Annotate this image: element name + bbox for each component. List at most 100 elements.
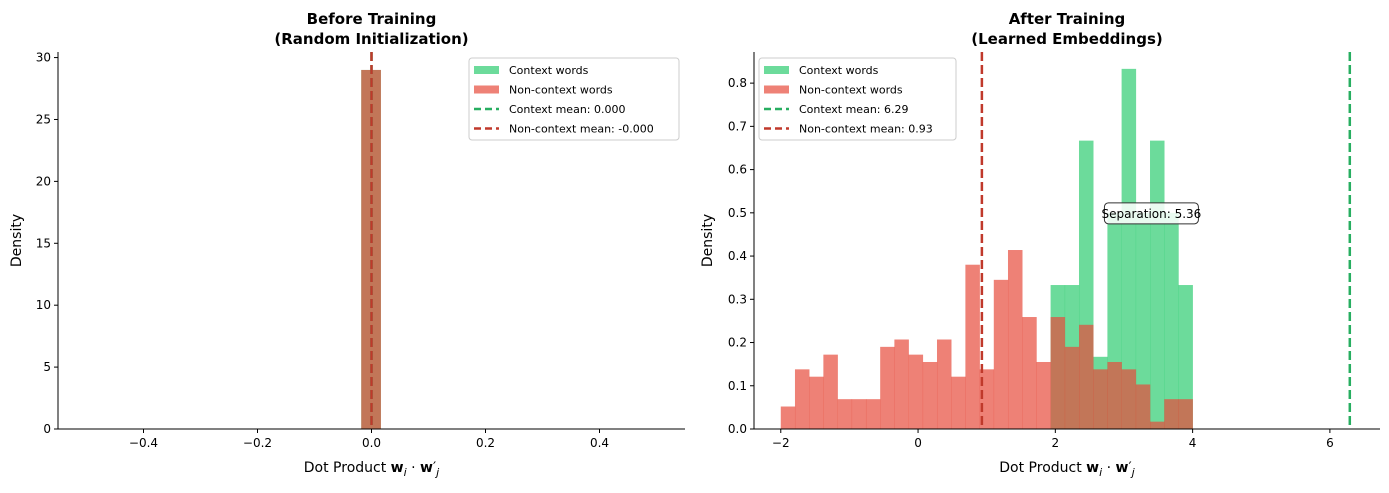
context-hist-bar [1164, 212, 1179, 429]
y-tick-label: 15 [36, 236, 51, 250]
x-axis-label-part: ′ [433, 460, 436, 476]
y-tick-label: 5 [43, 360, 51, 374]
annotation-box [1103, 202, 1199, 225]
x-axis-label-part: · [1102, 460, 1115, 476]
legend-swatch [764, 66, 789, 74]
context-hist-bar [1121, 68, 1137, 429]
noncontext-hist-bar [794, 369, 810, 429]
noncontext-hist-bar [951, 376, 966, 429]
noncontext-hist-bar [1150, 421, 1165, 429]
x-axis-label-part: j [434, 466, 440, 479]
chart-title: Before Training [307, 10, 437, 28]
x-axis-label-part: w [1086, 460, 1099, 476]
legend-label: Context mean: 6.29 [799, 103, 908, 116]
x-tick-label: 0.2 [476, 436, 495, 450]
noncontext-hist-bar [780, 406, 796, 429]
noncontext-hist-bar [1093, 369, 1108, 429]
legend-swatch [764, 85, 789, 94]
legend-swatch [474, 85, 499, 94]
y-tick-label: 25 [36, 112, 51, 126]
x-tick-label: −0.4 [129, 436, 158, 450]
y-tick-label: 0.7 [728, 119, 747, 133]
legend-label: Context words [799, 64, 879, 77]
chart-title: (Random Initialization) [274, 30, 468, 48]
legend-swatch [474, 66, 499, 74]
noncontext-hist-bar [922, 361, 938, 429]
x-tick-label: 0 [914, 436, 922, 450]
chart-after-training: −2 0 2 4 6 0.0 0.1 0.2 0.3 0.4 0.5 0.6 0.7 0.8 After T… [700, 10, 1380, 479]
noncontext-hist-bar [1079, 324, 1094, 429]
x-tick-label: 0.4 [590, 436, 609, 450]
noncontext-hist-bar [1164, 399, 1179, 429]
noncontext-hist-bar [1036, 361, 1051, 429]
noncontext-hist-bar [965, 264, 980, 429]
y-tick-label: 10 [36, 298, 51, 312]
noncontext-hist-bar [1050, 317, 1066, 429]
y-tick-label: 0.2 [728, 336, 747, 350]
x-axis-label-part: ′ [1128, 460, 1131, 476]
x-axis-label-part: w [1116, 460, 1129, 476]
x-tick-label: 2 [1052, 436, 1060, 450]
noncontext-hist-bar [979, 369, 995, 429]
x-axis-label-part: w [420, 460, 433, 476]
y-tick-label: 0 [43, 422, 51, 436]
legend-frame [468, 57, 680, 141]
noncontext-hist-bar [1121, 369, 1137, 429]
noncontext-hist-bar [823, 354, 838, 429]
noncontext-hist-bar [1007, 250, 1023, 429]
x-axis-label-part: i [1099, 466, 1102, 479]
y-axis-label: Density [700, 214, 716, 267]
separation-annotation: Separation: 5.36 [1102, 207, 1202, 221]
context-hist-bar [1135, 212, 1151, 429]
noncontext-hist-bar [993, 279, 1009, 429]
x-tick-label: 6 [1326, 436, 1334, 450]
noncontext-hist-bar [837, 399, 853, 429]
x-axis-label-part: Dot Product [999, 460, 1086, 476]
context-hist-bar [1178, 285, 1193, 429]
noncontext-hist-bar [865, 399, 881, 429]
legend-frame [758, 57, 957, 141]
y-tick-label: 0.0 [728, 422, 747, 436]
legend-label: Non-context words [799, 84, 903, 97]
noncontext-hist-bar [809, 376, 824, 429]
context-hist-bar [1150, 140, 1165, 430]
legend-label: Context mean: 0.000 [509, 103, 625, 116]
y-tick-label: 0.6 [728, 163, 747, 177]
y-tick-label: 0.1 [728, 379, 747, 393]
x-axis-label-part: · [407, 460, 420, 476]
noncontext-hist-bar [908, 354, 924, 429]
y-axis-label: Density [9, 214, 25, 267]
x-tick-label: −0.2 [243, 436, 272, 450]
y-tick-label: 0.3 [728, 292, 747, 306]
noncontext-hist-bar [880, 346, 895, 429]
legend-label: Non-context mean: 0.93 [799, 123, 933, 136]
chart-title: After Training [1009, 10, 1126, 28]
noncontext-hist-bar [1107, 361, 1122, 429]
y-tick-label: 20 [36, 174, 51, 188]
noncontext-hist-bar [1178, 399, 1193, 429]
x-tick-label: 4 [1189, 436, 1197, 450]
y-tick-label: 0.8 [728, 76, 747, 90]
x-axis-label-part: j [1130, 466, 1136, 479]
legend-label: Non-context mean: -0.000 [509, 123, 654, 136]
legend-label: Context words [509, 64, 589, 77]
chart-before-training: −0.4 −0.2 0.0 0.2 0.4 0 5 10 15 20 25 30 Before Trai… [9, 10, 685, 479]
legend: Context words Non-context words Context me… [758, 57, 957, 141]
y-tick-label: 0.5 [728, 206, 747, 220]
x-axis-label: Dot Product wi · w′j [304, 460, 440, 479]
x-axis-label-part: w [391, 460, 404, 476]
legend: Context words Non-context words Context me… [468, 57, 680, 141]
x-tick-label: 0.0 [362, 436, 381, 450]
noncontext-hist-bar [1135, 384, 1151, 429]
legend-label: Non-context words [509, 84, 613, 97]
noncontext-hist-bar [1022, 317, 1037, 429]
noncontext-hist-bar [851, 399, 867, 429]
noncontext-hist-bar [894, 339, 909, 429]
x-tick-label: −2 [772, 436, 790, 450]
x-axis-label: Dot Product wi · w′j [999, 460, 1135, 479]
y-tick-label: 30 [36, 51, 51, 65]
chart-title: (Learned Embeddings) [971, 30, 1163, 48]
x-axis-label-part: i [404, 466, 407, 479]
noncontext-hist-bar [936, 339, 952, 429]
